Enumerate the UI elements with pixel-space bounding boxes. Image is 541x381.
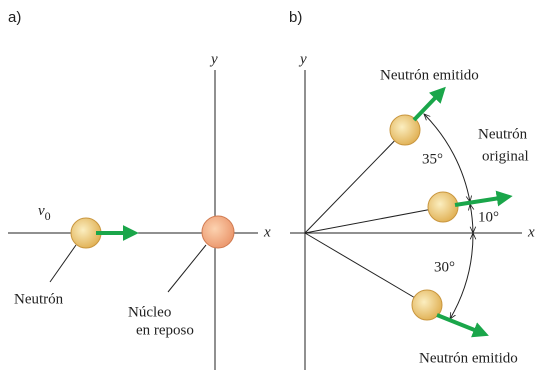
- velocity-label: v0: [38, 203, 51, 222]
- trajectory: [305, 207, 443, 233]
- original-label: original: [482, 148, 529, 164]
- angle-label: 35°: [422, 151, 443, 167]
- leader-line: [50, 245, 76, 282]
- nucleus-label: en reposo: [136, 322, 194, 338]
- velocity-arrow: [455, 198, 500, 205]
- angle-arc: [450, 233, 473, 319]
- panel-a: a) x y v0 Neutrón Núcleo en reposo: [8, 9, 271, 370]
- angle-label: 10°: [478, 209, 499, 225]
- angle-arc: [470, 204, 473, 233]
- trajectory: [305, 130, 405, 233]
- leader-line: [168, 245, 206, 292]
- emitted-label: Neutrón emitido: [380, 67, 479, 83]
- panel-label: b): [289, 9, 302, 26]
- axis-label: y: [209, 51, 218, 67]
- velocity-arrow: [414, 96, 437, 120]
- nucleus-label: Núcleo: [128, 304, 171, 320]
- nucleus: [202, 216, 234, 248]
- neutron-label: Neutrón: [14, 291, 64, 307]
- axis-label: x: [527, 224, 535, 240]
- neutron: [428, 192, 458, 222]
- emitted-label: Neutrón emitido: [419, 350, 518, 366]
- axis-label: y: [298, 51, 307, 67]
- velocity-subscript: 0: [45, 209, 51, 223]
- angle-label: 30°: [434, 259, 455, 275]
- trajectory: [305, 233, 427, 305]
- panel-label: a): [8, 9, 21, 26]
- axis-label: x: [263, 224, 271, 240]
- diagram: a) x y v0 Neutrón Núcleo en reposo b) x …: [0, 0, 541, 381]
- panel-b: b) x y Neutrón emitido Neutrón original …: [289, 9, 535, 370]
- original-label: Neutrón: [478, 126, 528, 142]
- velocity-arrow: [437, 315, 477, 331]
